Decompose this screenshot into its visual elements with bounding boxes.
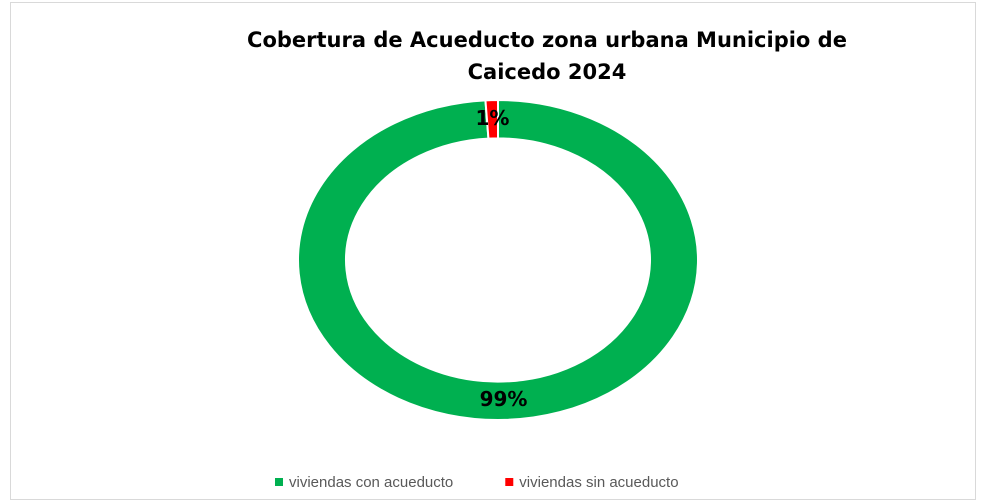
data-label: 1% — [475, 106, 509, 130]
legend-label: viviendas con acueducto — [289, 474, 453, 491]
donut-slice — [484, 98, 499, 140]
donut-slice — [297, 98, 699, 421]
data-label: 99% — [480, 387, 528, 411]
legend-label: viviendas sin acueducto — [519, 474, 678, 491]
legend-swatch — [275, 478, 283, 486]
chart-frame — [10, 2, 976, 500]
chart-title: Cobertura de Acueducto zona urbana Munic… — [247, 28, 847, 84]
legend-swatch — [505, 478, 514, 486]
